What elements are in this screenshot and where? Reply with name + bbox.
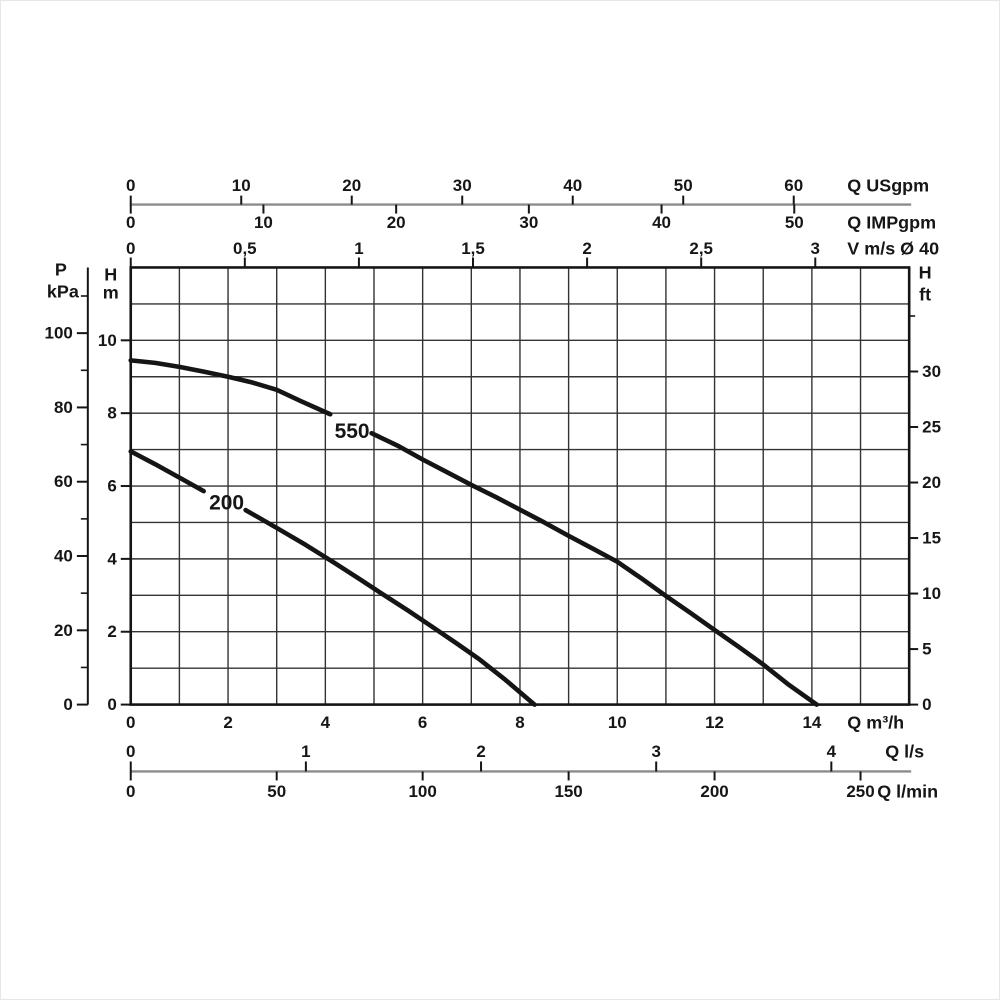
qm3h-tick-label: 8	[515, 713, 524, 732]
hm-axis-title-letter: H	[104, 264, 117, 284]
hm-axis-title-unit: m	[103, 282, 119, 302]
impgpm-tick-label: 20	[387, 213, 406, 232]
ls-tick-label: 4	[827, 742, 837, 761]
ft-axis-title-unit: ft	[919, 284, 931, 304]
usgpm-axis-title: Q USgpm	[847, 176, 929, 196]
hm-tick-label: 0	[107, 695, 116, 714]
vms-axis-title: V m/s Ø 40	[847, 239, 939, 259]
qm3h-tick-label: 4	[321, 713, 331, 732]
curve-550	[369, 430, 820, 707]
usgpm-tick-label: 10	[232, 176, 251, 195]
hm-tick-label: 2	[107, 622, 116, 641]
lmin-axis-title: Q l/min	[877, 781, 938, 801]
impgpm-axis-title: Q IMPgpm	[847, 213, 936, 233]
lmin-tick-label: 100	[409, 782, 437, 801]
impgpm-tick-label: 30	[519, 213, 538, 232]
vms-tick-label: 1,5	[461, 239, 485, 258]
lmin-tick-label: 200	[700, 782, 728, 801]
usgpm-tick-label: 0	[126, 176, 135, 195]
impgpm-tick-label: 10	[254, 213, 273, 232]
lmin-tick-label: 150	[554, 782, 582, 801]
curve-550	[128, 358, 333, 417]
curve-label-550: 550	[335, 420, 370, 443]
vms-tick-label: 0,5	[233, 239, 257, 258]
vms-tick-label: 0	[126, 239, 135, 258]
hm-tick-label: 6	[107, 477, 116, 496]
impgpm-tick-label: 50	[785, 213, 804, 232]
qm3h-tick-label: 14	[802, 713, 821, 732]
ft-axis-title-letter: H	[919, 262, 932, 282]
kpa-tick-label: 60	[54, 472, 73, 491]
qm3h-axis-title: Q m³/h	[847, 713, 904, 733]
vms-tick-label: 2,5	[689, 239, 713, 258]
curve-label-200: 200	[209, 492, 244, 515]
ft-tick-label: 25	[922, 418, 941, 437]
hm-tick-label: 8	[107, 404, 116, 423]
usgpm-tick-label: 50	[674, 176, 693, 195]
kpa-tick-label: 0	[63, 695, 72, 714]
lmin-tick-label: 250	[846, 782, 874, 801]
kpa-tick-label: 20	[54, 621, 73, 640]
curve-200	[243, 507, 537, 707]
qm3h-tick-label: 10	[608, 713, 627, 732]
lmin-tick-label: 50	[267, 782, 286, 801]
kpa-tick-label: 100	[45, 324, 73, 343]
vms-tick-label: 1	[354, 239, 363, 258]
hm-tick-label: 10	[98, 331, 117, 350]
impgpm-tick-label: 40	[652, 213, 671, 232]
kpa-axis-title-unit: kPa	[47, 281, 80, 301]
ls-tick-label: 2	[476, 742, 485, 761]
ls-axis-title: Q l/s	[885, 741, 924, 761]
ls-tick-label: 1	[301, 742, 310, 761]
ft-tick-label: 20	[922, 473, 941, 492]
usgpm-tick-label: 60	[784, 176, 803, 195]
qm3h-tick-label: 0	[126, 713, 135, 732]
ft-tick-label: 15	[922, 529, 941, 548]
impgpm-tick-label: 0	[126, 213, 135, 232]
hm-tick-label: 4	[107, 549, 117, 568]
ft-tick-label: 5	[922, 640, 931, 659]
ft-tick-label: 30	[922, 362, 941, 381]
qm3h-tick-label: 6	[418, 713, 427, 732]
curve-200	[128, 449, 206, 494]
ls-tick-label: 0	[126, 742, 135, 761]
usgpm-tick-label: 40	[563, 176, 582, 195]
qm3h-tick-label: 12	[705, 713, 724, 732]
ft-tick-label: 0	[922, 695, 931, 714]
kpa-tick-label: 80	[54, 398, 73, 417]
usgpm-tick-label: 20	[342, 176, 361, 195]
kpa-axis-title-letter: P	[55, 259, 67, 279]
usgpm-tick-label: 30	[453, 176, 472, 195]
vms-tick-label: 2	[582, 239, 591, 258]
qm3h-tick-label: 2	[223, 713, 232, 732]
ls-tick-label: 3	[651, 742, 660, 761]
lmin-tick-label: 0	[126, 782, 135, 801]
kpa-tick-label: 40	[54, 547, 73, 566]
ft-tick-label: 10	[922, 584, 941, 603]
vms-tick-label: 3	[811, 239, 820, 258]
